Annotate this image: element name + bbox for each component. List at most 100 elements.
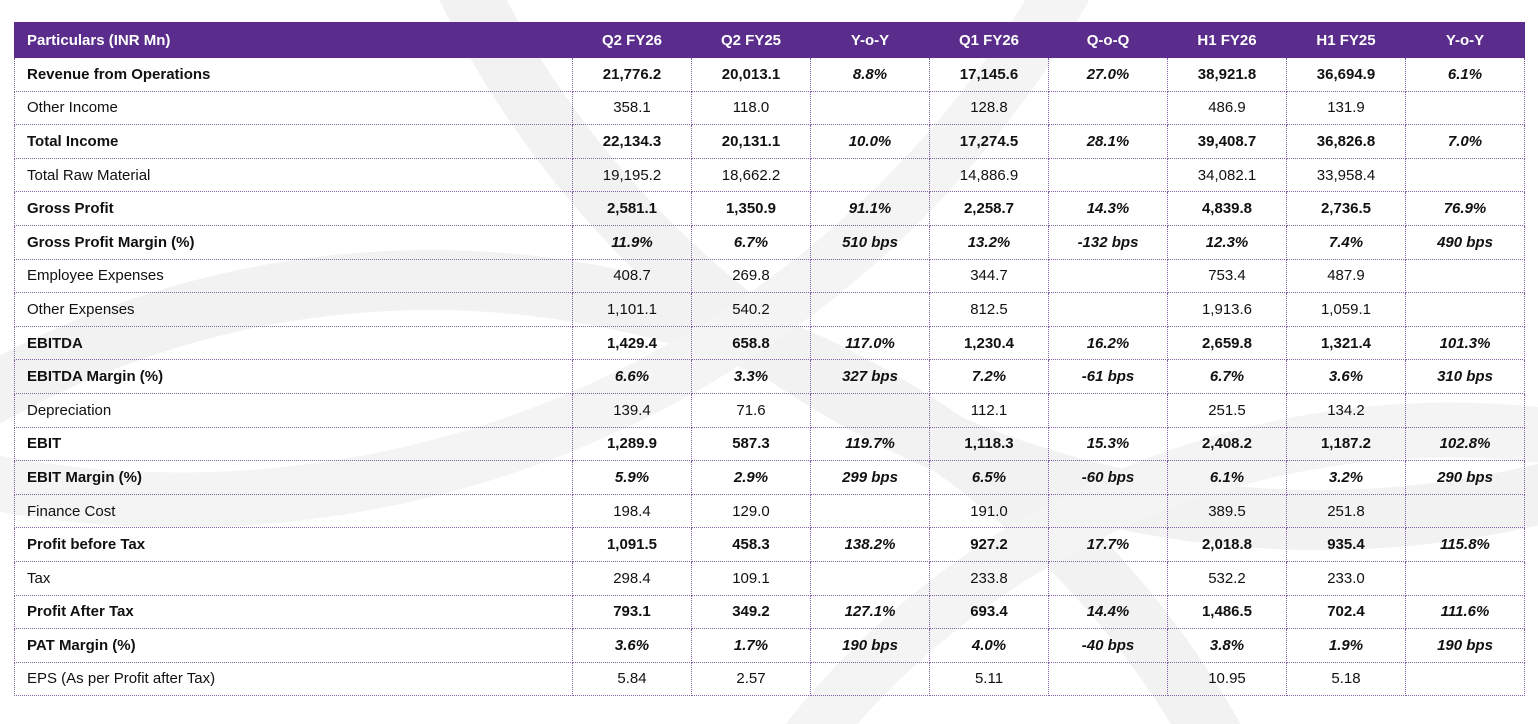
table-row: Profit After Tax 793.1 349.2 127.1% 693.4 14.… — [14, 594, 1525, 630]
value-cell: 3.6% — [1286, 359, 1406, 394]
value-cell: 793.1 — [572, 594, 692, 630]
row-label: Other Income — [14, 90, 573, 126]
value-cell — [1405, 292, 1525, 327]
value-cell: 510 bps — [810, 224, 930, 260]
value-cell: 1,091.5 — [572, 527, 692, 562]
table-row: PAT Margin (%) 3.6% 1.7% 190 bps 4.0% -40 bps… — [14, 628, 1525, 663]
value-cell: 14.3% — [1048, 191, 1168, 226]
value-cell: 344.7 — [929, 258, 1049, 294]
value-cell — [810, 258, 930, 294]
table-row: EPS (As per Profit after Tax) 5.84 2.57 5.1… — [14, 661, 1525, 697]
value-cell: 6.6% — [572, 359, 692, 394]
value-cell — [1405, 560, 1525, 596]
value-cell: 1.7% — [691, 628, 811, 663]
value-cell: 4,839.8 — [1167, 191, 1287, 226]
value-cell: 1,101.1 — [572, 292, 692, 327]
value-cell: 349.2 — [691, 594, 811, 630]
value-cell: 310 bps — [1405, 359, 1525, 394]
value-cell: -61 bps — [1048, 359, 1168, 394]
table-header: Particulars (INR Mn) Q2 FY26 Q2 FY25 Y-o-Y Q… — [14, 22, 1525, 58]
value-cell: 1,486.5 — [1167, 594, 1287, 630]
value-cell — [810, 157, 930, 193]
value-cell — [810, 292, 930, 327]
table-body: Revenue from Operations 21,776.2 20,013.1 8… — [14, 57, 1525, 697]
value-cell: 2,659.8 — [1167, 325, 1287, 361]
value-cell: 1,230.4 — [929, 325, 1049, 361]
value-cell: 935.4 — [1286, 527, 1406, 562]
value-cell: 34,082.1 — [1167, 157, 1287, 193]
row-label: PAT Margin (%) — [14, 628, 573, 663]
value-cell: 3.6% — [572, 628, 692, 663]
value-cell: 27.0% — [1048, 57, 1168, 92]
value-cell — [1048, 90, 1168, 126]
value-cell: 2,258.7 — [929, 191, 1049, 226]
column-header: Q2 FY25 — [691, 22, 811, 58]
value-cell — [810, 560, 930, 596]
value-cell: 658.8 — [691, 325, 811, 361]
value-cell — [1048, 661, 1168, 697]
value-cell: 190 bps — [1405, 628, 1525, 663]
table-row: Profit before Tax 1,091.5 458.3 138.2% 927.2… — [14, 527, 1525, 562]
value-cell: 7.2% — [929, 359, 1049, 394]
value-cell: 13.2% — [929, 224, 1049, 260]
value-cell: 17,145.6 — [929, 57, 1049, 92]
row-label: Total Raw Material — [14, 157, 573, 193]
value-cell: 15.3% — [1048, 426, 1168, 462]
value-cell: 12.3% — [1167, 224, 1287, 260]
value-cell: 20,131.1 — [691, 124, 811, 159]
table-row: Total Raw Material 19,195.2 18,662.2 14,886… — [14, 157, 1525, 193]
value-cell — [1405, 157, 1525, 193]
value-cell: 587.3 — [691, 426, 811, 462]
value-cell: 18,662.2 — [691, 157, 811, 193]
value-cell: 22,134.3 — [572, 124, 692, 159]
value-cell: 21,776.2 — [572, 57, 692, 92]
value-cell: 102.8% — [1405, 426, 1525, 462]
value-cell: 10.95 — [1167, 661, 1287, 697]
column-header: Q-o-Q — [1048, 22, 1168, 58]
value-cell: 138.2% — [810, 527, 930, 562]
value-cell: -60 bps — [1048, 460, 1168, 495]
table-row: EBIT 1,289.9 587.3 119.7% 1,118.3 15.3% 2,408.… — [14, 426, 1525, 462]
row-label: Tax — [14, 560, 573, 596]
value-cell — [1048, 258, 1168, 294]
value-cell — [1048, 392, 1168, 428]
value-cell: 1,350.9 — [691, 191, 811, 226]
value-cell: 1,059.1 — [1286, 292, 1406, 327]
value-cell: 5.18 — [1286, 661, 1406, 697]
value-cell: 233.8 — [929, 560, 1049, 596]
column-header: Q2 FY26 — [572, 22, 692, 58]
column-header: H1 FY25 — [1286, 22, 1406, 58]
value-cell: 20,013.1 — [691, 57, 811, 92]
value-cell: 486.9 — [1167, 90, 1287, 126]
value-cell: 1,289.9 — [572, 426, 692, 462]
value-cell: 134.2 — [1286, 392, 1406, 428]
value-cell: 111.6% — [1405, 594, 1525, 630]
value-cell: 129.0 — [691, 493, 811, 529]
table-row: Depreciation 139.4 71.6 112.1 251.5 134.2 — [14, 392, 1525, 428]
table-row: Other Expenses 1,101.1 540.2 812.5 1,913.6 1,… — [14, 292, 1525, 327]
value-cell: 1,118.3 — [929, 426, 1049, 462]
value-cell: 28.1% — [1048, 124, 1168, 159]
value-cell: 190 bps — [810, 628, 930, 663]
value-cell: 2,408.2 — [1167, 426, 1287, 462]
value-cell: 191.0 — [929, 493, 1049, 529]
value-cell: 17.7% — [1048, 527, 1168, 562]
value-cell: 1,429.4 — [572, 325, 692, 361]
value-cell: 927.2 — [929, 527, 1049, 562]
value-cell: 2.9% — [691, 460, 811, 495]
row-label: Profit before Tax — [14, 527, 573, 562]
value-cell: 1.9% — [1286, 628, 1406, 663]
row-label: EBITDA — [14, 325, 573, 361]
value-cell: 5.9% — [572, 460, 692, 495]
value-cell — [810, 392, 930, 428]
value-cell: 2,581.1 — [572, 191, 692, 226]
table-row: Gross Profit 2,581.1 1,350.9 91.1% 2,258.7 14… — [14, 191, 1525, 226]
row-label: EPS (As per Profit after Tax) — [14, 661, 573, 697]
value-cell: 101.3% — [1405, 325, 1525, 361]
value-cell: 1,913.6 — [1167, 292, 1287, 327]
value-cell — [1405, 90, 1525, 126]
row-label: Profit After Tax — [14, 594, 573, 630]
value-cell: 753.4 — [1167, 258, 1287, 294]
value-cell: 389.5 — [1167, 493, 1287, 529]
